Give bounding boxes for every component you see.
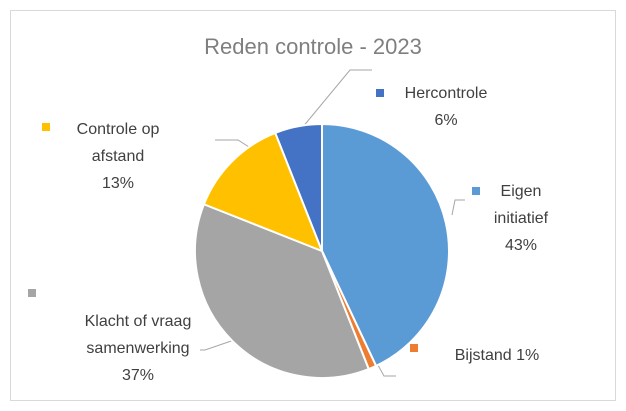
pie-slice (273, 122, 323, 252)
value-label: 6% (434, 112, 458, 129)
value-label: 1% (516, 347, 540, 364)
data-label: Eigen initiatief 43% (478, 178, 564, 259)
pie-slice (194, 202, 371, 379)
category-name: Eigen initiatief (493, 183, 549, 227)
pie-slice (202, 131, 324, 253)
pie-slice (321, 122, 450, 368)
leader-line (200, 337, 241, 351)
category-name: Bijstand (454, 347, 512, 364)
data-label: Bijstand 1% (432, 342, 562, 369)
category-name: Controle op afstand (76, 121, 160, 165)
value-label: 37% (121, 367, 155, 384)
data-label: Klacht of vraag samenwerking 37% (58, 308, 218, 389)
legend-marker (376, 89, 384, 97)
legend-marker (410, 344, 418, 352)
value-label: 13% (101, 175, 135, 192)
category-name: Klacht of vraag samenwerking (84, 313, 192, 357)
leader-line (451, 199, 465, 216)
legend-marker (28, 289, 36, 297)
leader-line (301, 69, 372, 129)
data-label: Controle op afstand 13% (56, 116, 180, 197)
chart-title: Reden controle - 2023 (204, 34, 422, 59)
legend-marker (472, 187, 480, 195)
legend-marker (42, 123, 50, 131)
category-name: Hercontrole (404, 85, 488, 102)
data-label: Hercontrole 6% (396, 80, 496, 134)
value-label: 43% (504, 237, 538, 254)
